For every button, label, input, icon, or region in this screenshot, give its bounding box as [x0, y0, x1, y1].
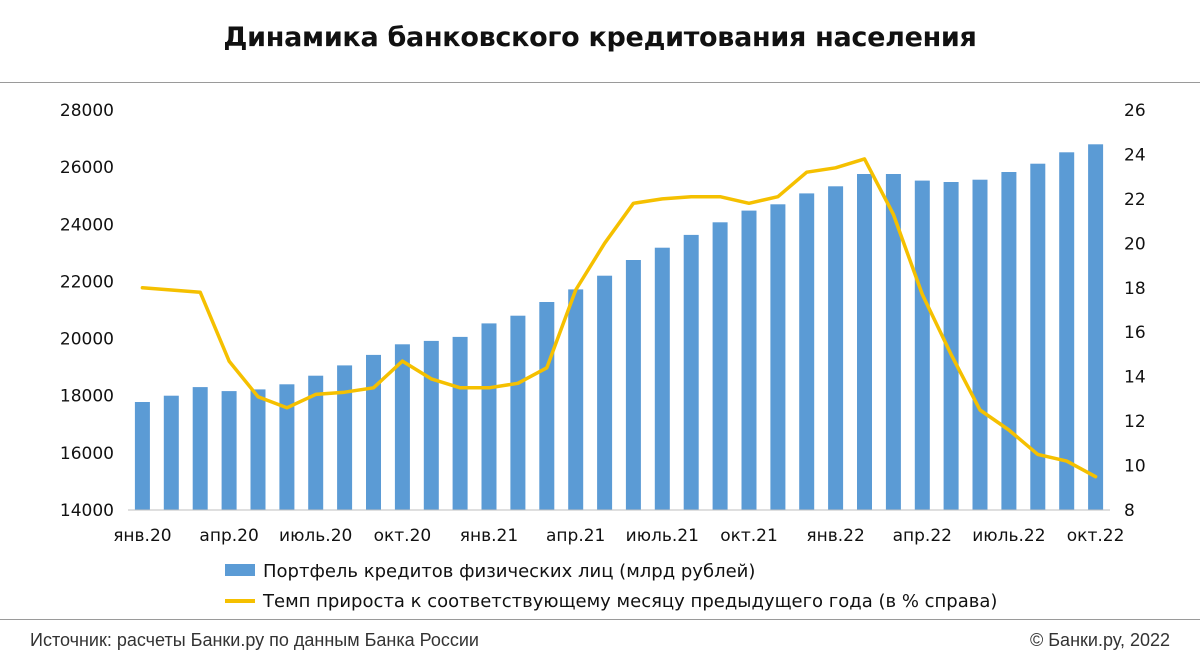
x-tick-label: апр.22 — [893, 526, 952, 546]
y-right-tick-label: 26 — [1124, 101, 1146, 121]
y-axis-right: 8 10 12 14 16 18 20 22 24 26 — [1124, 101, 1146, 521]
y-left-tick-label: 28000 — [60, 101, 114, 121]
y-axis-left: 14000 16000 18000 20000 22000 24000 26000 28000 — [60, 101, 114, 521]
bar — [885, 174, 901, 510]
y-right-tick-label: 10 — [1124, 457, 1146, 477]
chart-canvas: 14000 16000 18000 20000 22000 24000 26000 28000… — [60, 101, 1146, 612]
x-tick-label: янв.20 — [113, 526, 171, 546]
bar — [394, 344, 410, 510]
bar — [452, 336, 468, 510]
bar — [597, 275, 613, 510]
bar — [337, 365, 353, 510]
y-right-tick-label: 16 — [1124, 323, 1146, 343]
x-tick-label: окт.22 — [1067, 526, 1125, 546]
y-right-tick-label: 14 — [1124, 368, 1146, 388]
y-left-tick-label: 22000 — [60, 272, 114, 292]
bar — [741, 210, 757, 510]
x-tick-label: июль.20 — [279, 526, 352, 546]
chart-title: Динамика банковского кредитования населе… — [223, 22, 977, 53]
bar — [510, 315, 526, 510]
y-right-tick-label: 20 — [1124, 234, 1146, 254]
bar — [799, 193, 815, 510]
bar — [221, 391, 237, 510]
bottom-divider — [0, 619, 1200, 620]
bar — [857, 174, 872, 510]
bar — [1001, 172, 1017, 510]
x-tick-label: апр.21 — [546, 526, 605, 546]
bar — [943, 182, 959, 510]
legend-item-line: Темп прироста к соответствующему месяцу … — [225, 591, 997, 612]
bar — [539, 302, 555, 510]
y-left-tick-label: 24000 — [60, 215, 114, 235]
y-right-tick-label: 8 — [1124, 501, 1135, 521]
bar — [625, 260, 641, 510]
bar — [972, 179, 988, 510]
line-series — [140, 157, 1098, 479]
bar — [1059, 152, 1075, 511]
legend: Портфель кредитов физических лиц (млрд р… — [225, 561, 997, 612]
legend-label-line: Темп прироста к соответствующему месяцу … — [262, 591, 997, 612]
bar — [423, 340, 439, 510]
x-tick-label: июль.22 — [972, 526, 1045, 546]
bar — [654, 247, 670, 510]
x-axis: янв.20 апр.20 июль.20 окт.20 янв.21 апр.21 июл… — [113, 526, 1124, 546]
source-note: Источник: расчеты Банки.ру по данным Бан… — [30, 630, 479, 650]
y-left-tick-label: 26000 — [60, 158, 114, 178]
bar — [828, 186, 844, 511]
legend-swatch-bars — [225, 564, 255, 576]
bar — [770, 204, 786, 511]
y-right-tick-label: 18 — [1124, 279, 1146, 299]
bar-series — [134, 144, 1104, 511]
legend-item-bars: Портфель кредитов физических лиц (млрд р… — [225, 561, 755, 582]
bar — [1088, 144, 1104, 511]
bar — [163, 395, 179, 510]
copyright: © Банки.ру, 2022 — [1029, 630, 1170, 650]
x-tick-label: окт.21 — [720, 526, 778, 546]
bar — [914, 180, 930, 510]
bar — [192, 387, 208, 510]
y-left-tick-label: 16000 — [60, 444, 114, 464]
legend-label-bars: Портфель кредитов физических лиц (млрд р… — [263, 561, 755, 582]
x-tick-label: апр.20 — [199, 526, 258, 546]
top-divider — [0, 82, 1200, 83]
bar — [279, 384, 295, 510]
x-tick-label: янв.22 — [806, 526, 864, 546]
bar — [308, 375, 324, 510]
y-right-tick-label: 22 — [1124, 190, 1146, 210]
x-tick-label: июль.21 — [626, 526, 699, 546]
y-right-tick-label: 24 — [1124, 145, 1146, 165]
x-tick-label: янв.21 — [460, 526, 518, 546]
bar — [683, 234, 699, 510]
bar — [568, 289, 584, 510]
y-left-tick-label: 14000 — [60, 501, 114, 521]
bar — [134, 402, 150, 510]
y-left-tick-label: 18000 — [60, 387, 114, 407]
y-left-tick-label: 20000 — [60, 330, 114, 350]
y-right-tick-label: 12 — [1124, 412, 1146, 432]
bar — [366, 354, 381, 510]
bar — [250, 389, 266, 510]
bar — [1030, 163, 1046, 510]
bar — [481, 323, 497, 510]
growth-rate-line — [140, 157, 1098, 479]
x-tick-label: окт.20 — [374, 526, 432, 546]
bar — [712, 222, 728, 511]
